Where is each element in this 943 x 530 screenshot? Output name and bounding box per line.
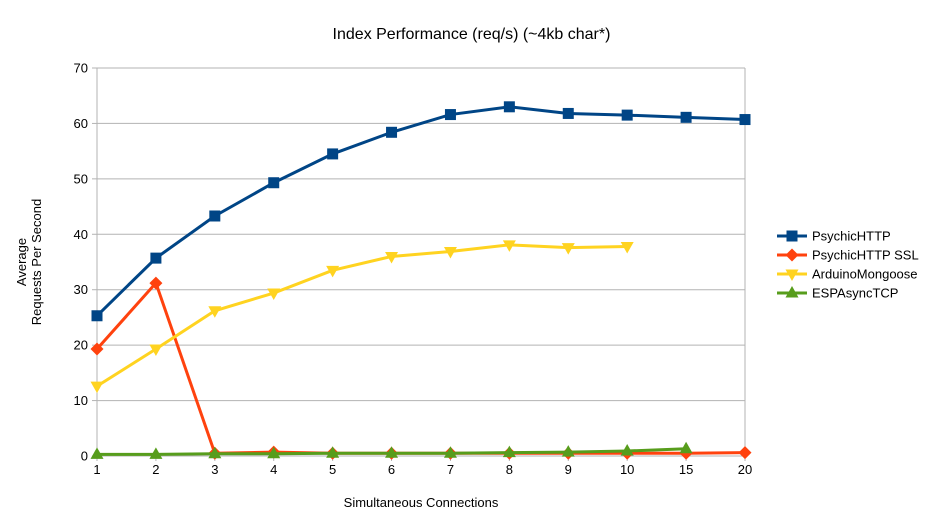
data-point-PsychicHTTP SSL-1 — [90, 342, 104, 356]
data-point-PsychicHTTP SSL-20 — [738, 446, 752, 460]
series-line-PsychicHTTP — [95, 105, 746, 317]
data-point-PsychicHTTP-8 — [503, 101, 515, 113]
data-point-ESPAsyncTCP-5 — [326, 446, 340, 458]
legend-marker-PsychicHTTP — [786, 230, 798, 242]
data-point-ArduinoMongoose-10 — [620, 241, 634, 254]
data-point-ArduinoMongoose-3 — [208, 306, 222, 318]
y-axis-title: Average Requests Per Second — [14, 199, 44, 325]
data-point-ESPAsyncTCP-9 — [561, 445, 575, 457]
x-axis-title: Simultaneous Connections — [343, 495, 499, 510]
data-point-ESPAsyncTCP-4 — [267, 446, 281, 459]
data-point-PsychicHTTP-5 — [327, 148, 339, 160]
data-point-ArduinoMongoose-4 — [267, 288, 281, 301]
x-tick-label-6: 6 — [388, 462, 395, 477]
data-point-ESPAsyncTCP-8 — [502, 445, 516, 458]
y-axis-title-line2: Requests Per Second — [29, 198, 44, 326]
data-point-PsychicHTTP-6 — [386, 126, 398, 138]
data-point-ESPAsyncTCP-3 — [208, 446, 222, 459]
legend-marker-ArduinoMongoose — [785, 269, 799, 281]
y-tick-label-0: 0 — [81, 449, 88, 464]
x-tick-label-8: 8 — [506, 462, 513, 477]
y-tick-label-70: 70 — [74, 61, 88, 76]
y-axis-title-line1: Average — [14, 237, 29, 287]
legend-label-PsychicHTTP SSL: PsychicHTTP SSL — [812, 248, 919, 263]
data-point-ArduinoMongoose-7 — [443, 246, 457, 259]
x-tick-label-15: 15 — [679, 462, 693, 477]
data-point-ArduinoMongoose-5 — [326, 265, 340, 278]
y-tick-label-20: 20 — [74, 338, 88, 353]
data-point-PsychicHTTP-10 — [621, 109, 633, 121]
x-tick-label-2: 2 — [152, 462, 159, 477]
x-tick-label-20: 20 — [738, 462, 752, 477]
legend-label-ESPAsyncTCP: ESPAsyncTCP — [812, 286, 898, 301]
data-point-ESPAsyncTCP-1 — [90, 447, 104, 459]
legend-marker-PsychicHTTP SSL — [785, 248, 799, 262]
x-tick-label-5: 5 — [329, 462, 336, 477]
y-tick-label-10: 10 — [74, 393, 88, 408]
data-point-PsychicHTTP SSL-2 — [149, 276, 163, 290]
data-point-ArduinoMongoose-9 — [561, 243, 575, 255]
series-line-ArduinoMongoose — [96, 243, 628, 388]
legend-label-PsychicHTTP: PsychicHTTP — [812, 229, 891, 244]
chart-title: Index Performance (req/s) (~4kb char*) — [332, 26, 611, 43]
legend-marker-ESPAsyncTCP — [785, 286, 799, 298]
data-point-ArduinoMongoose-2 — [149, 344, 163, 357]
data-point-PsychicHTTP-2 — [150, 252, 162, 264]
x-tick-label-10: 10 — [620, 462, 634, 477]
legend-label-ArduinoMongoose: ArduinoMongoose — [812, 267, 918, 282]
x-tick-label-7: 7 — [447, 462, 454, 477]
data-point-PsychicHTTP-7 — [444, 109, 456, 121]
y-tick-label-50: 50 — [74, 171, 88, 186]
data-point-ESPAsyncTCP-2 — [149, 447, 163, 459]
data-point-ESPAsyncTCP-7 — [443, 446, 457, 458]
data-point-ArduinoMongoose-6 — [385, 251, 399, 264]
data-point-PsychicHTTP-3 — [209, 210, 221, 222]
y-tick-label-60: 60 — [74, 116, 88, 131]
data-point-ArduinoMongoose-8 — [502, 240, 516, 252]
series-line-PsychicHTTP SSL — [95, 280, 746, 455]
x-tick-label-9: 9 — [565, 462, 572, 477]
data-point-PsychicHTTP-20 — [739, 114, 751, 126]
data-point-PsychicHTTP-4 — [268, 177, 280, 189]
data-point-ArduinoMongoose-1 — [90, 381, 104, 394]
y-tick-label-40: 40 — [74, 227, 88, 242]
x-tick-label-4: 4 — [270, 462, 277, 477]
data-point-ESPAsyncTCP-15 — [679, 441, 693, 454]
data-point-PsychicHTTP-9 — [562, 107, 574, 119]
data-point-PsychicHTTP-15 — [680, 111, 692, 123]
x-tick-label-1: 1 — [93, 462, 100, 477]
data-point-ESPAsyncTCP-10 — [620, 444, 634, 456]
data-point-ESPAsyncTCP-6 — [385, 446, 399, 458]
data-point-PsychicHTTP-1 — [91, 310, 103, 322]
x-tick-label-3: 3 — [211, 462, 218, 477]
y-tick-label-30: 30 — [74, 282, 88, 297]
